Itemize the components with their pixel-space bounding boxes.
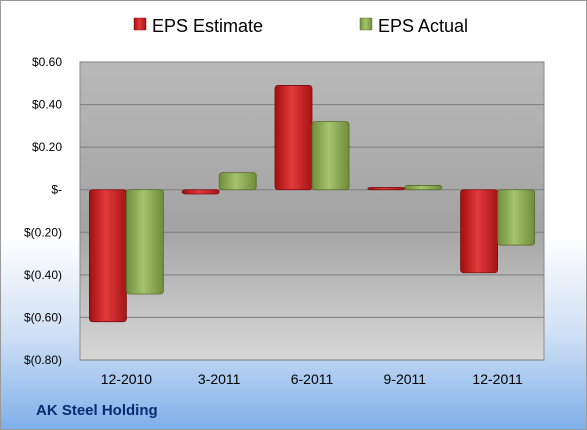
x-tick-label: 9-2011 <box>384 371 427 387</box>
bar-eps-actual-12-2011 <box>497 189 536 246</box>
bar-eps-estimate-6-2011 <box>274 85 313 191</box>
legend-label-eps-estimate: EPS Estimate <box>152 16 263 36</box>
x-tick-label: 3-2011 <box>198 371 241 387</box>
y-tick-label: $(0.20) <box>24 225 62 239</box>
bars-group <box>89 85 536 323</box>
y-tick-label: $(0.60) <box>24 310 62 324</box>
y-tick-label: $0.20 <box>32 140 62 154</box>
legend: EPS Estimate EPS Actual <box>133 16 468 36</box>
bar-eps-actual-6-2011 <box>311 121 350 191</box>
y-tick-label: $(0.40) <box>24 268 62 282</box>
company-caption: AK Steel Holding <box>36 402 158 419</box>
x-tick-label: 12-2011 <box>472 371 523 387</box>
bar-eps-actual-12-2010 <box>126 189 164 295</box>
legend-swatch-eps-actual <box>359 17 373 31</box>
bar-eps-actual-3-2011 <box>218 172 257 191</box>
legend-label-eps-actual: EPS Actual <box>378 16 468 36</box>
legend-swatch-eps-estimate <box>133 17 147 31</box>
x-tick-label: 12-2010 <box>101 371 153 387</box>
bar-eps-estimate-12-2011 <box>460 189 499 274</box>
bar-eps-estimate-12-2010 <box>89 189 127 323</box>
y-tick-label: $0.40 <box>32 98 62 112</box>
y-tick-label: $- <box>51 183 62 197</box>
x-tick-label: 6-2011 <box>291 371 334 387</box>
bar-eps-estimate-9-2011 <box>367 187 406 191</box>
y-tick-label: $0.60 <box>32 55 62 69</box>
y-tick-labels: $0.60 $0.40 $0.20 $- $(0.20) $(0.40) $(0.60) $(… <box>24 55 62 367</box>
y-tick-label: $(0.80) <box>24 353 62 367</box>
bar-eps-estimate-3-2011 <box>181 189 220 195</box>
bar-eps-actual-9-2011 <box>404 185 443 191</box>
x-tick-labels: 12-2010 3-2011 6-2011 9-2011 12-2011 <box>101 371 523 387</box>
